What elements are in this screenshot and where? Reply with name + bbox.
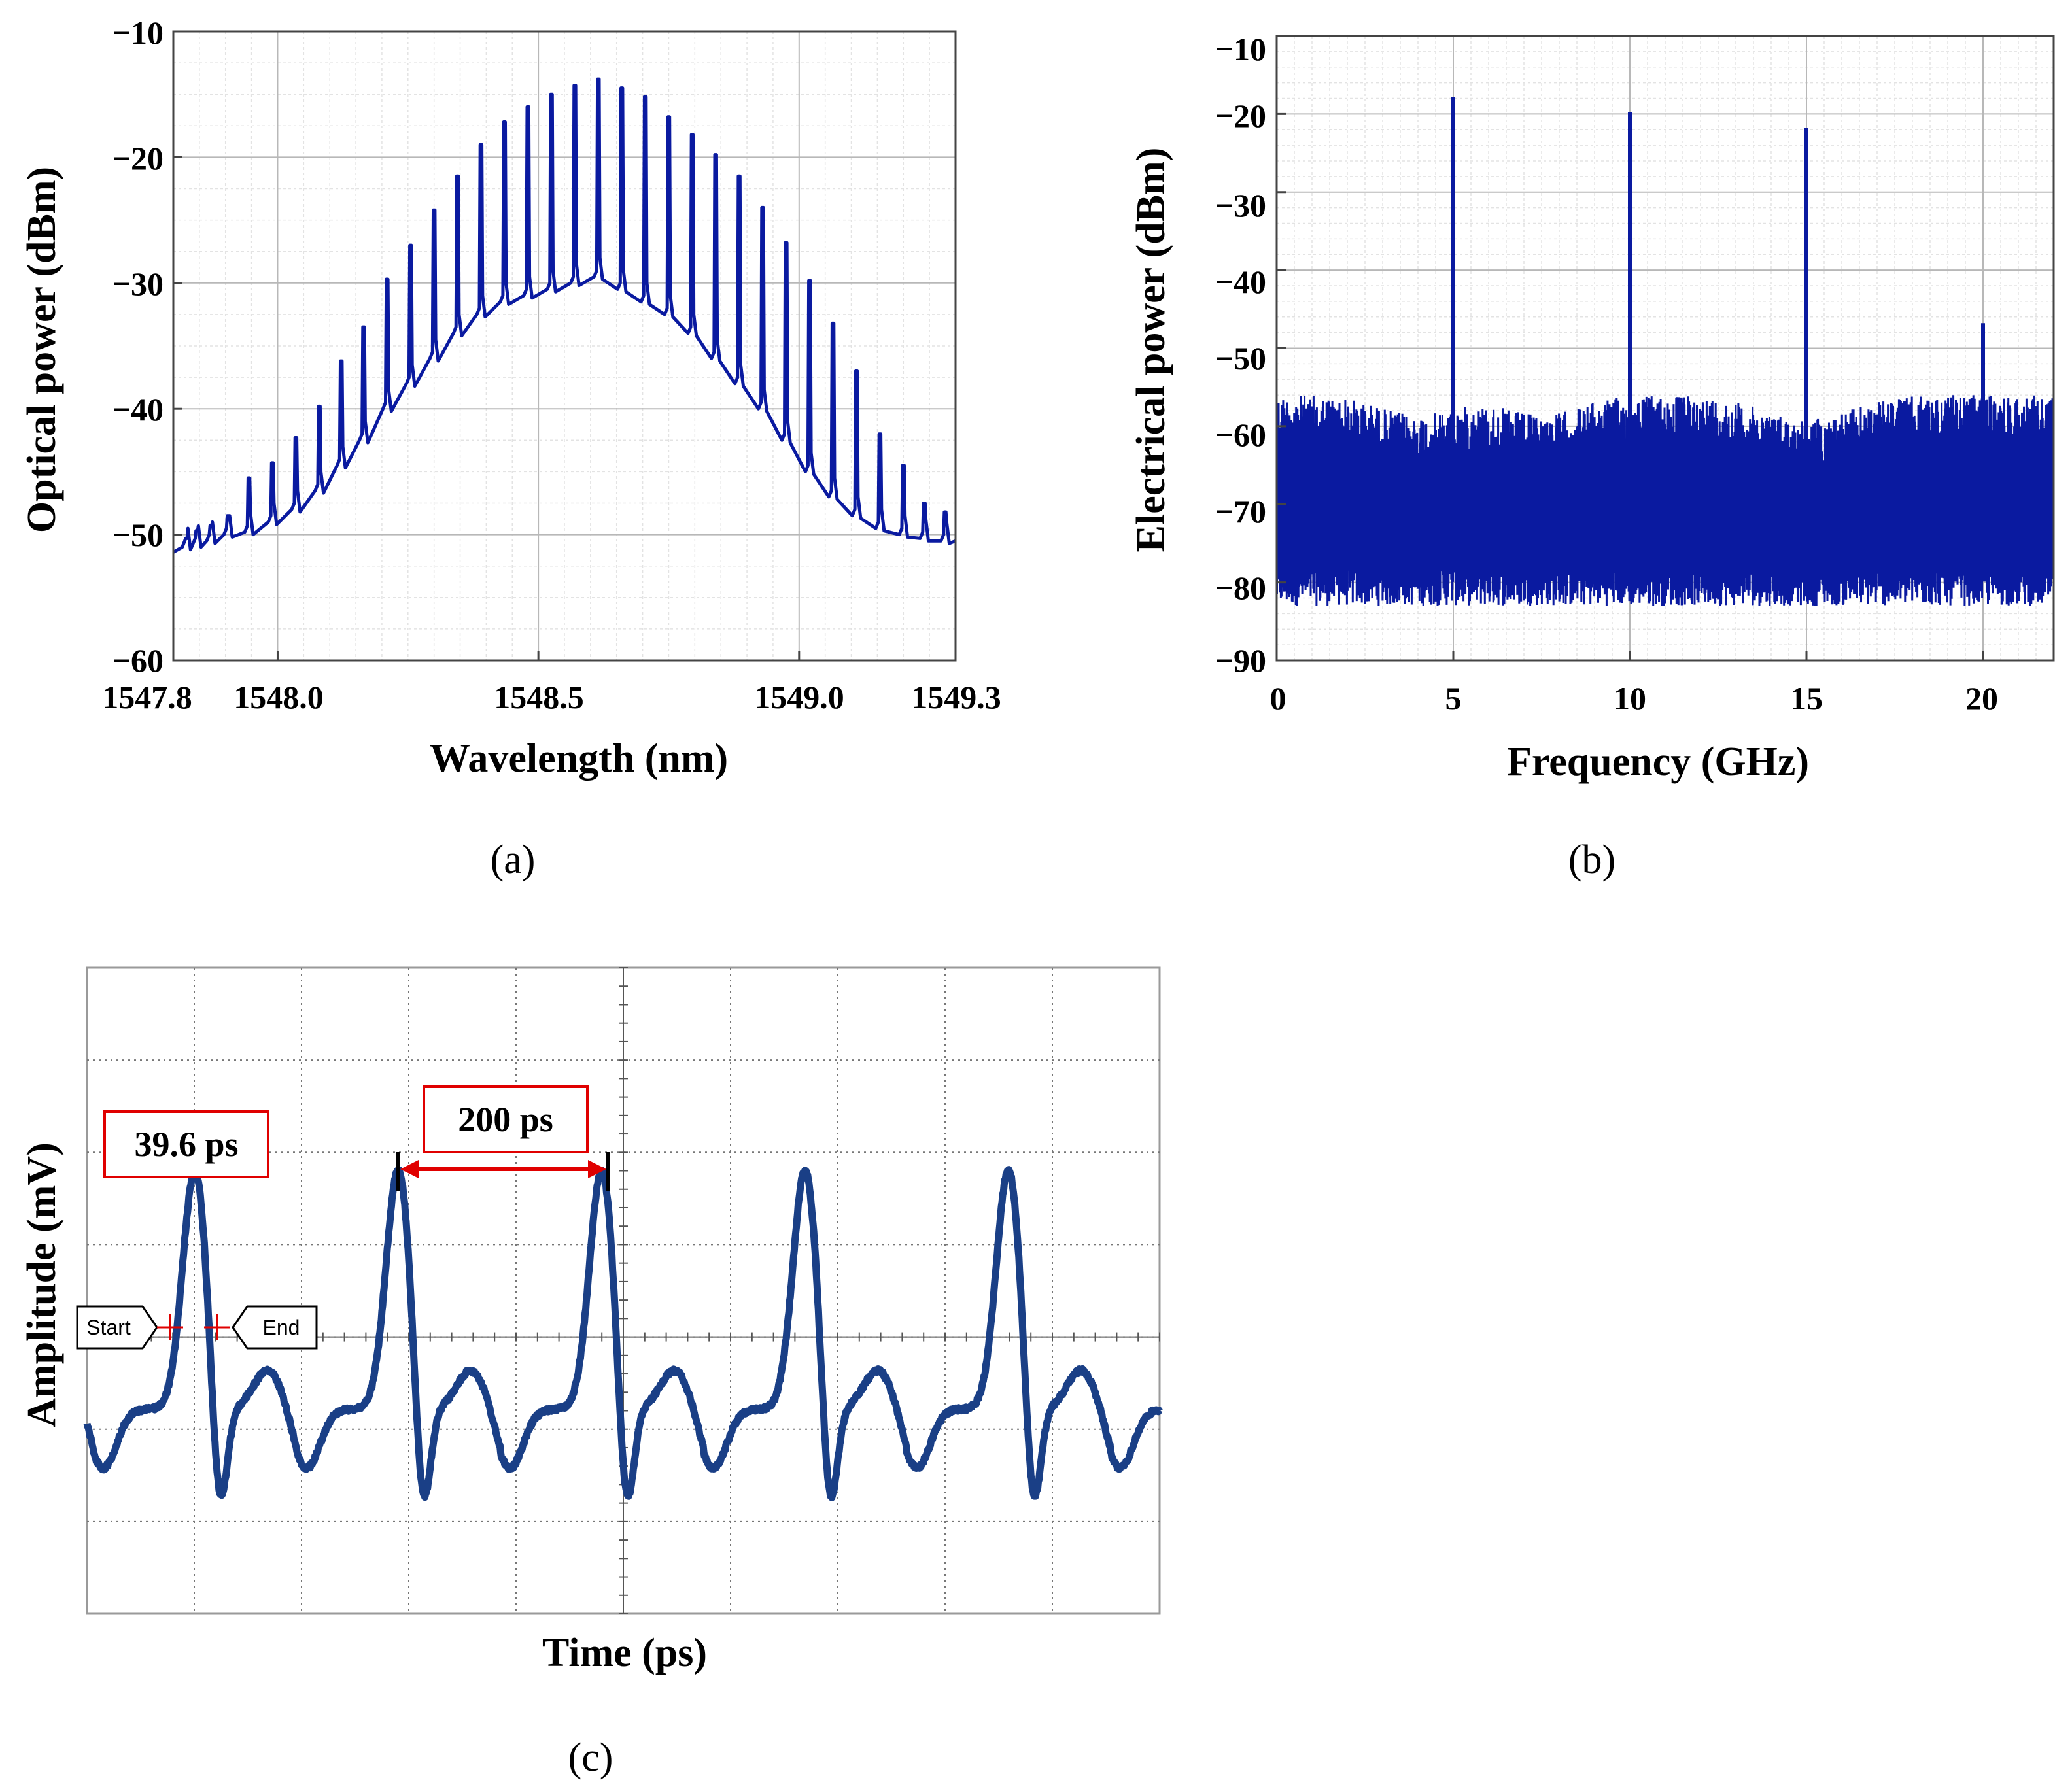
period-arrow-right-head [588, 1160, 606, 1178]
panel-a-x-tick-labels: 1547.8 1548.0 1548.5 1549.0 1549.3 [102, 679, 1001, 715]
panel-a-x-axis-label: Wavelength (nm) [430, 736, 728, 781]
pulse-period-annotation: 200 ps [396, 1085, 610, 1191]
panel-b-y-tick-label: −90 [1215, 642, 1267, 679]
end-marker[interactable]: End [204, 1305, 318, 1350]
panel-a-plot-frame [172, 30, 957, 662]
panel-b-y-tick-labels: −90 −80 −70 −60 −50 −40 −30 −20 −10 [1215, 31, 1267, 679]
panel-c-y-axis-label: Amplitude (mV) [20, 1142, 64, 1427]
panel-b-x-tick-label: 20 [1965, 680, 1998, 717]
pulse-width-annotation: 39.6 ps [103, 1110, 269, 1178]
panel-a-y-axis-label: Optical power (dBm) [20, 167, 64, 533]
panel-c-x-axis-label: Time (ps) [542, 1631, 707, 1675]
panel-a-y-tick-label: −30 [112, 265, 164, 302]
panel-a-y-tick-label: −60 [112, 642, 164, 679]
panel-c-caption: (c) [568, 1735, 613, 1780]
panel-b: −90 −80 −70 −60 −50 −40 −30 −20 −10 0 5 … [1129, 31, 2055, 882]
panel-b-y-axis-label: Electrical power (dBm) [1129, 148, 1173, 553]
panel-b-x-tick-label: 0 [1270, 680, 1286, 717]
start-marker-flag [76, 1305, 158, 1350]
panel-b-y-tick-label: −10 [1215, 31, 1267, 67]
panel-b-y-tick-label: −70 [1215, 493, 1267, 530]
panel-b-y-tick-label: −80 [1215, 570, 1267, 606]
panel-a-ticks [172, 30, 957, 662]
panel-a-y-tick-label: −50 [112, 517, 164, 553]
panel-a: −60 −50 −40 −30 −20 −10 1547.8 1548.0 15… [20, 14, 1001, 882]
panel-b-x-tick-labels: 0 5 10 15 20 [1270, 680, 1999, 717]
panel-a-x-tick-label: 1548.0 [233, 679, 324, 715]
panel-b-y-tick-label: −60 [1215, 417, 1267, 453]
panel-a-caption: (a) [491, 838, 536, 882]
period-arrow-left-head [400, 1160, 419, 1178]
panel-b-ticks [1275, 35, 1984, 662]
panel-c: 39.6 ps 200 ps Start End Time (ps) Ampli… [20, 966, 1163, 1780]
panel-b-y-tick-label: −40 [1215, 264, 1267, 300]
panel-c-pulse-waveform [83, 1166, 1163, 1501]
panel-a-spectrum-trace [172, 77, 956, 554]
panel-c-grid [86, 967, 1160, 1614]
panel-b-y-tick-label: −30 [1215, 187, 1267, 224]
start-marker[interactable]: Start [76, 1305, 183, 1350]
panel-a-y-tick-label: −40 [112, 391, 164, 428]
panel-a-grid [173, 31, 956, 661]
panel-a-y-tick-labels: −60 −50 −40 −30 −20 −10 [112, 14, 164, 679]
panel-b-x-axis-label: Frequency (GHz) [1507, 740, 1809, 784]
panel-b-y-tick-label: −50 [1215, 340, 1267, 377]
panel-a-y-tick-label: −10 [112, 14, 164, 51]
start-marker-label: Start [86, 1316, 131, 1339]
panel-b-x-tick-label: 5 [1445, 680, 1462, 717]
panel-a-x-tick-label: 1547.8 [102, 679, 192, 715]
panel-b-x-tick-label: 15 [1790, 680, 1823, 717]
panel-a-y-tick-label: −20 [112, 140, 164, 177]
panel-b-peaks [1451, 97, 1985, 520]
panel-a-x-tick-label: 1549.0 [754, 679, 844, 715]
panel-b-y-tick-label: −20 [1215, 97, 1267, 134]
panel-b-x-tick-label: 10 [1614, 680, 1646, 717]
panel-c-pulse-trace [83, 1166, 1163, 1501]
panel-a-x-tick-label: 1548.5 [494, 679, 584, 715]
pulse-width-box [103, 1110, 269, 1178]
panel-b-caption: (b) [1568, 838, 1615, 882]
panel-b-noise-trace [1275, 395, 2055, 606]
pulse-width-label: 39.6 ps [134, 1125, 238, 1164]
pulse-period-label: 200 ps [458, 1100, 553, 1139]
end-marker-label: End [263, 1316, 300, 1339]
pulse-period-box [423, 1085, 589, 1153]
panel-a-x-tick-label: 1549.3 [911, 679, 1001, 715]
end-marker-flag [232, 1305, 318, 1350]
